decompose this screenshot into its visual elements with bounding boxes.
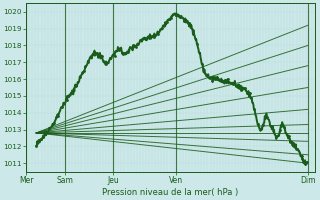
X-axis label: Pression niveau de la mer( hPa ): Pression niveau de la mer( hPa ) — [102, 188, 239, 197]
